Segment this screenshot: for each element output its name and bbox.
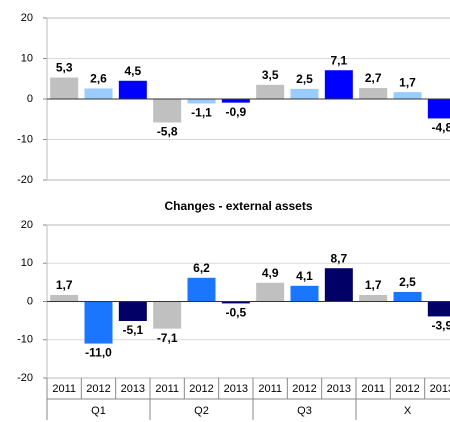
value-label: -1,1	[191, 106, 212, 120]
x-tick-label: 2013	[224, 383, 248, 395]
x-tick-label: 2012	[395, 383, 419, 395]
x-tick-label: 2012	[86, 383, 110, 395]
bar	[256, 282, 285, 302]
value-label: 2,6	[90, 72, 107, 86]
value-label: 2,5	[296, 72, 313, 86]
bar	[221, 301, 250, 304]
value-label: -5,8	[157, 125, 178, 139]
bar	[393, 291, 422, 302]
value-label: 2,5	[399, 275, 416, 289]
value-label: 4,9	[262, 266, 279, 280]
x-tick-label: 2012	[292, 383, 316, 395]
x-tick-label: 2011	[361, 383, 385, 395]
bar	[427, 99, 450, 119]
value-label: 1,7	[56, 278, 73, 292]
bar	[187, 99, 216, 104]
bar	[359, 88, 388, 99]
value-label: 2,7	[365, 71, 382, 85]
bar	[290, 285, 319, 302]
bar	[50, 294, 79, 302]
bar	[153, 99, 182, 123]
value-label: -4,8	[431, 121, 450, 135]
bar	[118, 80, 147, 99]
y-tick-label: 0	[27, 295, 33, 307]
x-tick-label: 2013	[121, 383, 145, 395]
bar	[153, 301, 182, 329]
x-tick-label: 2012	[189, 383, 213, 395]
bar	[118, 301, 147, 322]
value-label: -3,9	[431, 319, 450, 333]
bar	[324, 268, 353, 302]
y-tick-label: 0	[27, 93, 33, 105]
bar	[393, 92, 422, 99]
y-tick-label: 20	[21, 12, 33, 24]
bar	[256, 84, 285, 99]
y-tick-label: -10	[17, 334, 33, 346]
x-tick-label: 2013	[430, 383, 450, 395]
value-label: -5,1	[122, 323, 143, 337]
y-tick-label: 10	[21, 52, 33, 64]
bar	[84, 88, 113, 99]
y-tick-label: -20	[17, 372, 33, 384]
bar	[221, 99, 250, 103]
x-group-label: Q3	[297, 405, 312, 417]
x-tick-label: 2011	[52, 383, 76, 395]
bar	[84, 301, 113, 344]
y-tick-label: 20	[21, 219, 33, 231]
value-label: 4,1	[296, 269, 313, 283]
bar	[290, 88, 319, 99]
value-label: 8,7	[330, 251, 347, 265]
x-tick-label: 2011	[155, 383, 179, 395]
bar	[50, 77, 79, 99]
x-group-label: Q2	[194, 405, 209, 417]
x-group-label: Q1	[91, 405, 106, 417]
x-tick-label: 2013	[327, 383, 351, 395]
chart-title: Changes - external assets	[164, 199, 312, 213]
bar	[359, 294, 388, 302]
value-label: 3,5	[262, 68, 279, 82]
value-label: 5,3	[56, 61, 73, 75]
bar	[187, 277, 216, 302]
value-label: 6,2	[193, 261, 210, 275]
value-label: 1,7	[399, 75, 416, 89]
y-tick-label: -10	[17, 133, 33, 145]
y-tick-label: 10	[21, 257, 33, 269]
value-label: 7,1	[330, 53, 347, 67]
value-label: -11,0	[85, 346, 112, 360]
bar	[427, 301, 450, 317]
value-label: 4,5	[124, 64, 141, 78]
value-label: -0,9	[225, 105, 246, 119]
x-group-label: X	[404, 405, 412, 417]
value-label: -0,5	[225, 306, 246, 320]
x-tick-label: 2011	[258, 383, 282, 395]
bar	[324, 70, 353, 99]
value-label: -7,1	[157, 331, 178, 345]
y-tick-label: -20	[17, 174, 33, 186]
value-label: 1,7	[365, 278, 382, 292]
